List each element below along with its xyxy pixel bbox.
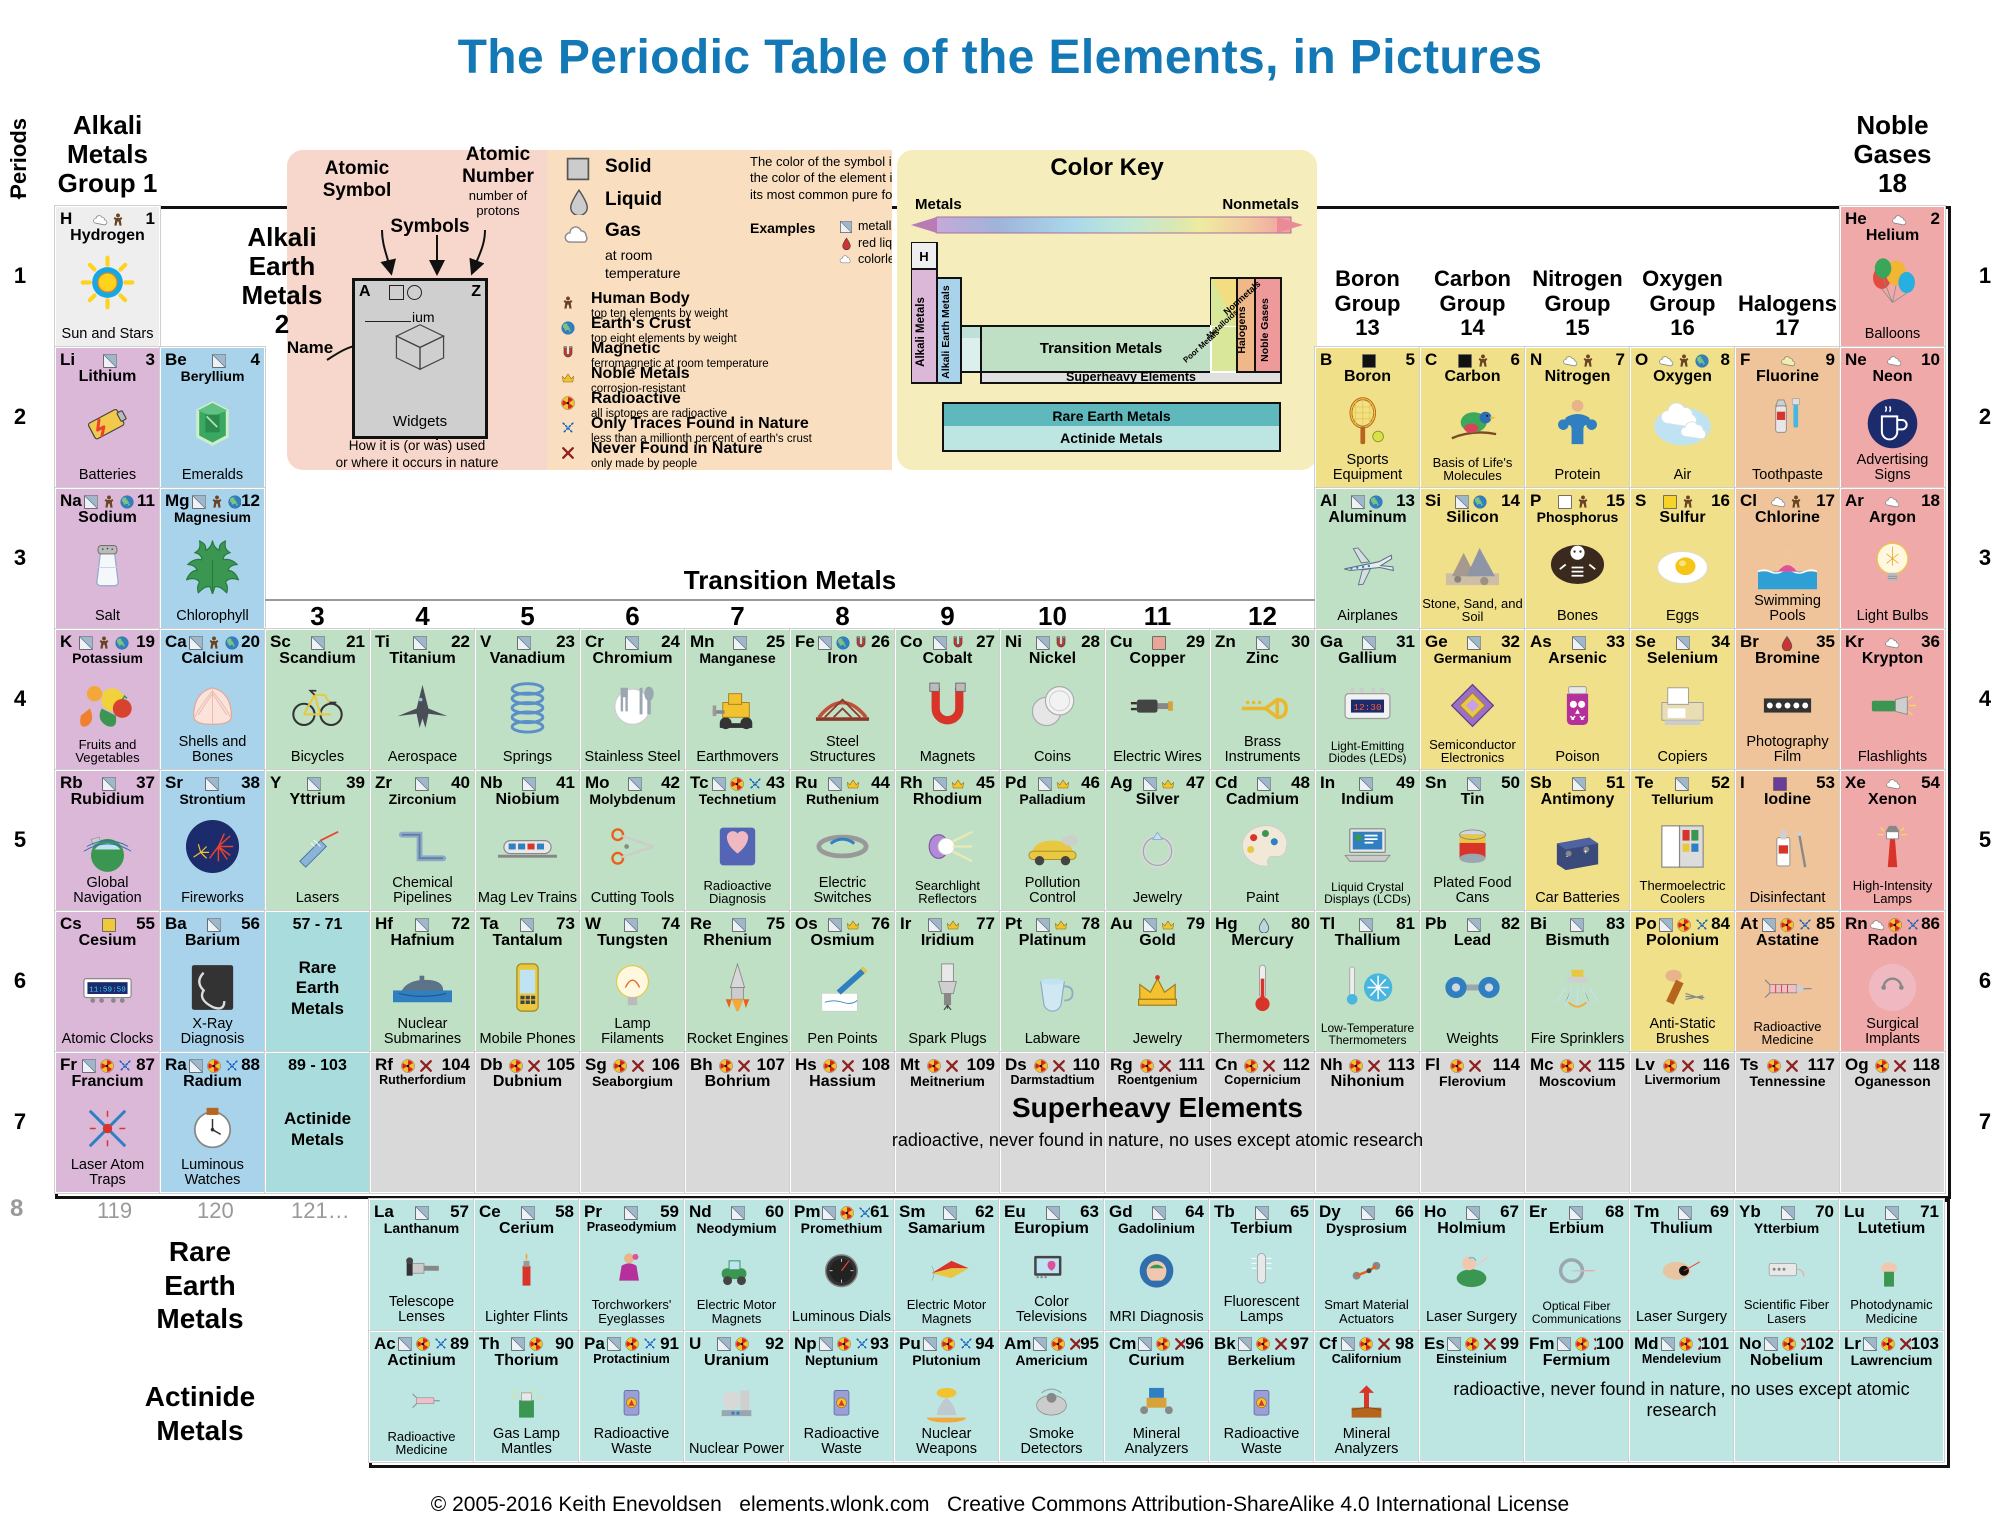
svg-text:+: + — [1583, 848, 1587, 856]
svg-text:Alkali Metals: Alkali Metals — [915, 297, 927, 367]
svg-text:11:59:59: 11:59:59 — [89, 987, 126, 995]
svg-text:Superheavy Elements: Superheavy Elements — [1066, 370, 1196, 384]
svg-text:Transition Metals: Transition Metals — [1040, 340, 1163, 357]
svg-text:Alkali Earth Metals: Alkali Earth Metals — [940, 285, 952, 379]
svg-text:12:30: 12:30 — [1353, 702, 1382, 713]
svg-text:H: H — [919, 249, 928, 264]
svg-text:Noble Gases: Noble Gases — [1259, 298, 1271, 362]
